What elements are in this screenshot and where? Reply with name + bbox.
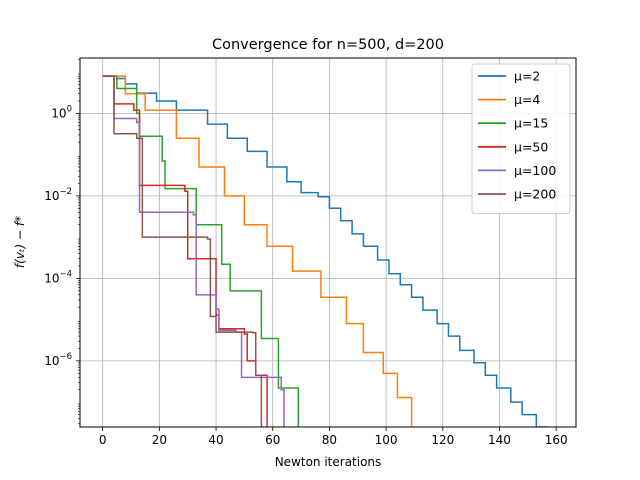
x-tick-label: 60 <box>265 433 280 447</box>
x-tick-label: 100 <box>375 433 398 447</box>
x-tick-label: 120 <box>431 433 454 447</box>
x-tick-label: 80 <box>322 433 337 447</box>
x-tick-label: 40 <box>208 433 223 447</box>
series-line-2 <box>102 75 299 427</box>
plot-frame <box>79 57 577 428</box>
series-line-1 <box>102 75 413 427</box>
legend-label-5: μ=200 <box>514 187 556 202</box>
x-tick-label: 0 <box>99 433 107 447</box>
series-line-3 <box>102 75 268 427</box>
legend-box <box>471 63 571 215</box>
legend-label-4: μ=100 <box>514 163 556 178</box>
y-axis-ticks: 10−6 10−4 10−2 100 <box>44 59 80 425</box>
y-tick-label: 10−2 <box>44 187 72 203</box>
x-axis-ticks: 0 20 40 60 80 100 120 140 160 <box>99 427 568 447</box>
x-axis-label: Newton iterations <box>275 455 382 469</box>
y-tick-label: 100 <box>51 104 72 120</box>
y-tick-label: 10−4 <box>44 269 72 285</box>
legend-label-3: μ=50 <box>514 139 548 154</box>
chart-title: Convergence for n=500, d=200 <box>212 37 444 53</box>
x-tick-label: 20 <box>152 433 167 447</box>
legend-label-0: μ=2 <box>514 69 540 84</box>
series-lines <box>102 75 549 427</box>
x-tick-label: 140 <box>488 433 511 447</box>
y-tick-label: 10−6 <box>44 352 72 368</box>
y-axis-label: f(vₜ) − f* <box>13 216 27 268</box>
legend: μ=2 μ=4 μ=15 μ=50 μ=100 μ=200 <box>471 63 571 215</box>
series-line-4 <box>102 75 285 427</box>
legend-label-1: μ=4 <box>514 92 540 107</box>
series-line-0 <box>102 75 549 427</box>
x-tick-label: 160 <box>545 433 568 447</box>
legend-label-2: μ=15 <box>514 116 548 131</box>
series-line-5 <box>102 75 263 427</box>
